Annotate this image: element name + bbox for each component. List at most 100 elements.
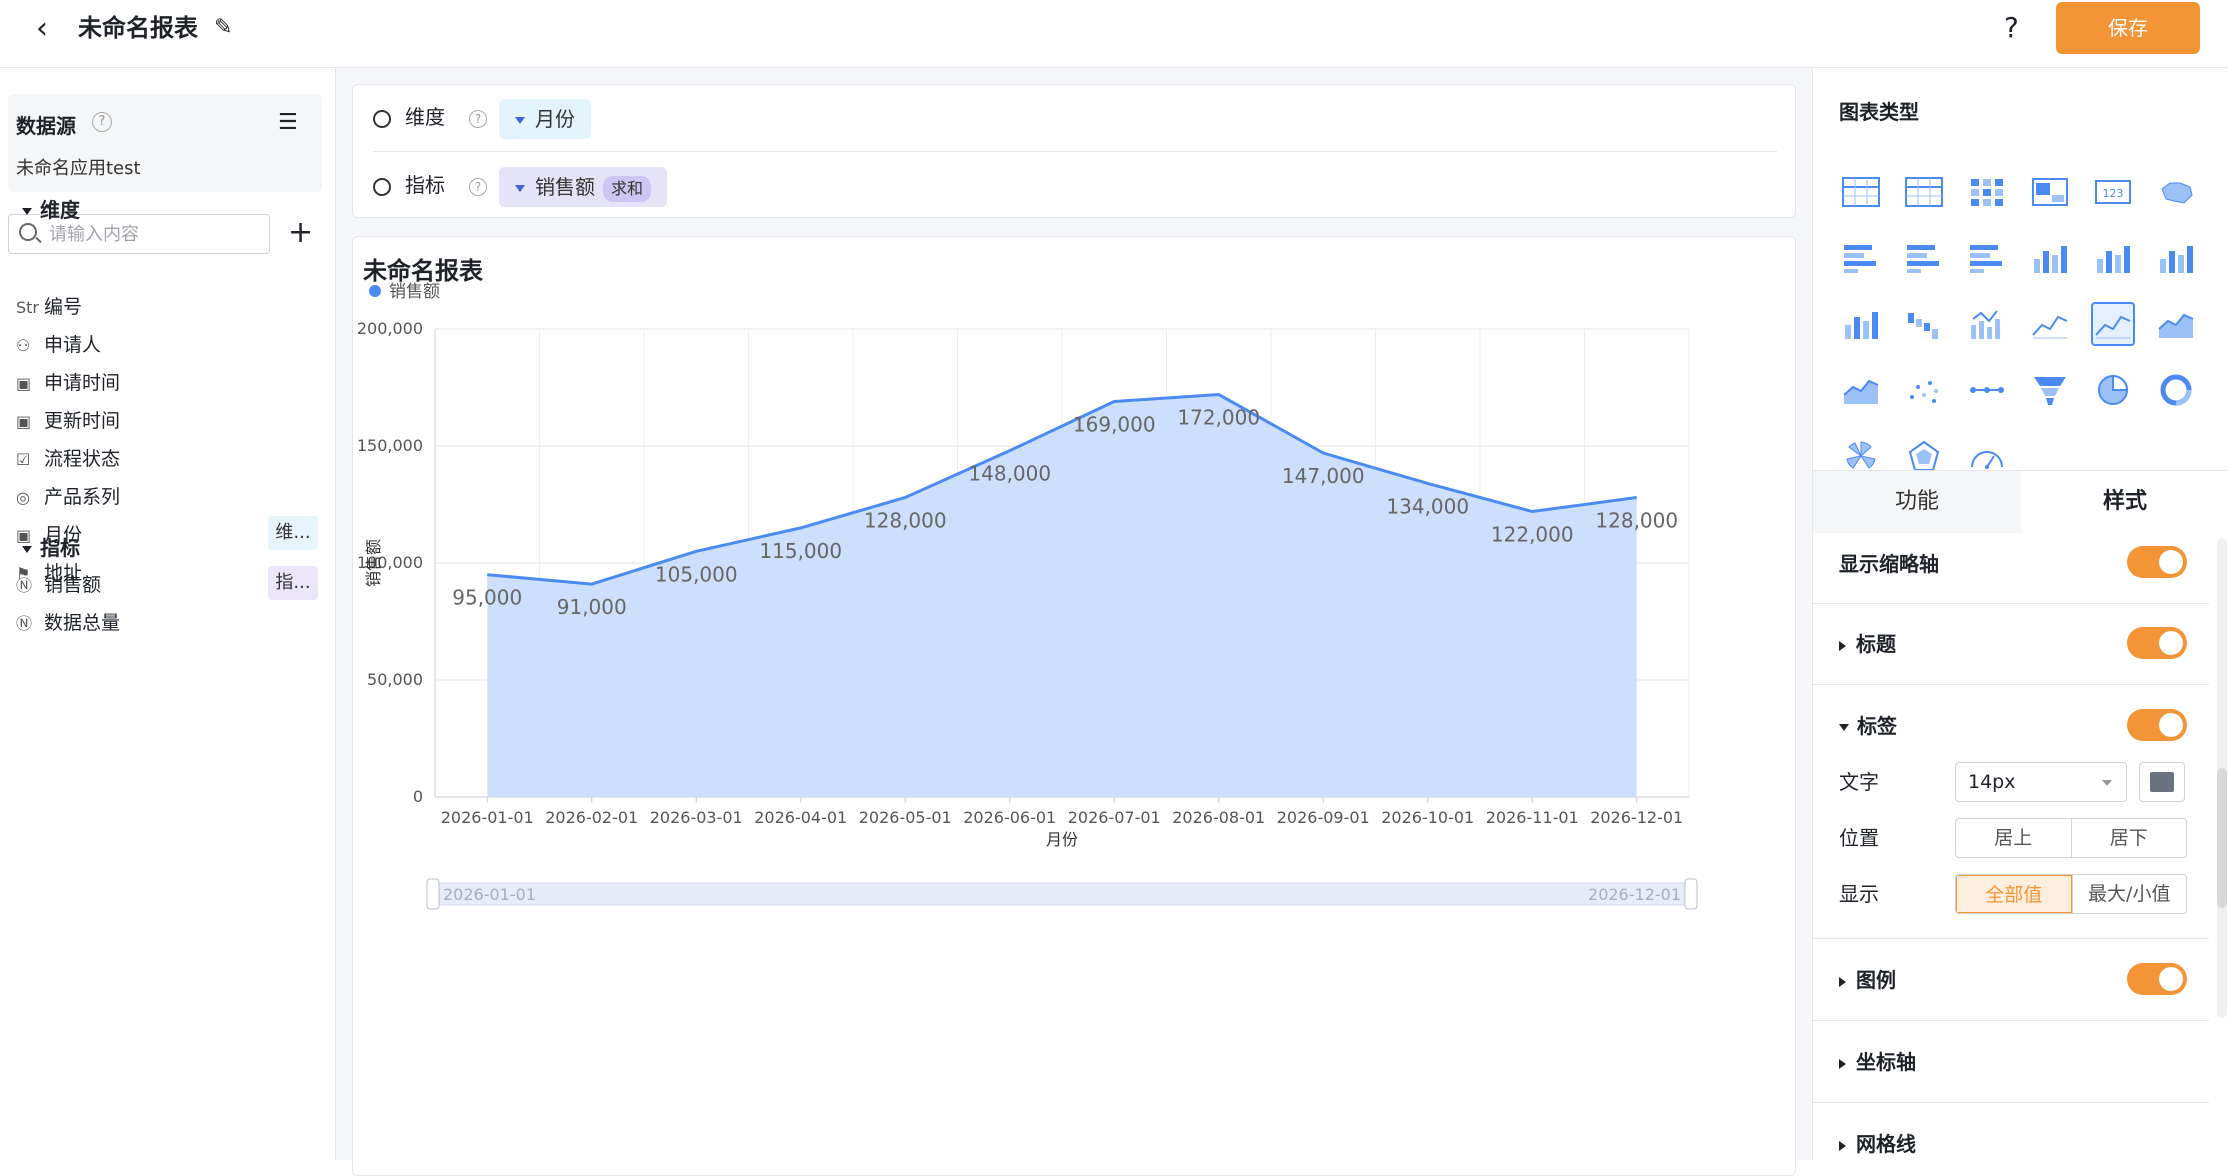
dimension-group[interactable]: 维度 [22,194,80,223]
field-item[interactable]: Ⓝ 数据总量 [16,610,120,637]
x-tick-label: 2026-09-01 [1277,808,1370,827]
display-segmented: 全部值 最大/小值 [1955,874,2187,914]
dot-line-icon[interactable] [1965,368,2009,412]
legend-section[interactable]: 图例 [1839,966,1896,994]
position-segmented: 居上 居下 [1955,818,2187,858]
rose-chart-icon[interactable] [1839,434,1883,478]
data-label: 128,000 [1595,508,1678,532]
horizontal-bar-icon[interactable] [1839,236,1883,280]
stacked-horizontal-bar-icon[interactable] [1902,236,1946,280]
chart-title: 未命名报表 [363,257,483,285]
title-toggle[interactable] [2127,627,2187,659]
grid-section[interactable]: 网格线 [1839,1130,1916,1158]
field-item[interactable]: ▣ 更新时间 [16,408,120,435]
search-input[interactable] [49,221,259,247]
x-tick-label: 2026-12-01 [1590,808,1683,827]
thumbnail-axis-toggle[interactable] [2127,546,2187,578]
position-top-option[interactable]: 居上 [1994,827,2033,849]
field-item[interactable]: ⚇ 申请人 [16,332,101,359]
field-item[interactable]: ◎ 产品系列 [16,484,120,511]
percent-horizontal-bar-icon[interactable] [1965,236,2009,280]
percent-bar-icon[interactable] [2154,236,2198,280]
pie-chart-icon[interactable] [2091,368,2135,412]
edit-icon[interactable]: ✎ [214,15,233,40]
caret-down-icon [515,184,525,192]
tab-style[interactable]: 样式 [2021,471,2228,533]
title-section[interactable]: 标题 [1839,630,1896,658]
back-icon[interactable]: ‹ [36,11,48,46]
card-icon[interactable] [2028,170,2072,214]
field-label: 流程状态 [44,448,121,470]
y-tick-label: 100,000 [357,553,423,572]
bar-line-combo-icon[interactable] [1965,302,2009,346]
y-tick-label: 150,000 [357,436,423,455]
zoom-handle-right[interactable] [1684,878,1698,910]
indicator-chip[interactable]: 销售额 求和 [499,166,668,207]
line-chart-icon[interactable] [2028,302,2072,346]
funnel-chart-icon[interactable] [2028,368,2072,412]
field-item[interactable]: Ⓝ 销售额 [16,572,101,599]
bar-chart-icon[interactable] [2028,236,2072,280]
zoom-end-label: 2026-12-01 [1588,885,1681,904]
data-label: 105,000 [655,562,738,586]
help-icon[interactable]: ? [469,109,487,128]
field-search [8,214,270,254]
divider [1813,603,2209,604]
database-icon[interactable]: ☰ [278,110,298,135]
percent-area-icon[interactable] [1839,368,1883,412]
grouped-bar-icon[interactable] [1839,302,1883,346]
label-toggle[interactable] [2127,709,2187,741]
donut-chart-icon[interactable] [2154,368,2198,412]
field-item[interactable]: ⚑ 地址 [16,560,82,587]
x-tick-label: 2026-04-01 [754,808,847,827]
gauge-chart-icon[interactable] [1965,434,2009,478]
save-button[interactable]: 保存 [2056,2,2200,54]
dimension-chip[interactable]: 月份 [499,98,591,139]
text-label: 文字 [1839,770,1879,794]
position-bottom-option[interactable]: 居下 [2070,819,2187,857]
caret-right-icon [1839,640,1846,651]
help-icon[interactable]: ? [469,177,487,196]
area-chart-icon[interactable] [2091,302,2135,346]
display-all-option[interactable]: 全部值 [1956,875,2072,913]
zoom-slider-track[interactable] [428,882,1696,906]
scatter-chart-icon[interactable] [1902,368,1946,412]
zoom-handle-left[interactable] [426,878,440,910]
help-icon[interactable]: ? [92,112,112,132]
help-icon[interactable]: ? [2004,11,2019,44]
field-label: 申请人 [44,334,102,356]
pivot-table-icon[interactable] [1902,170,1946,214]
divider [1813,938,2209,939]
label-color-picker[interactable] [2139,762,2185,802]
heatmap-table-icon[interactable] [1965,170,2009,214]
field-item[interactable]: Str 编号 [16,294,82,321]
table-chart-icon[interactable] [1839,170,1883,214]
data-label: 147,000 [1282,464,1365,488]
axis-section[interactable]: 坐标轴 [1839,1048,1916,1076]
y-tick-label: 0 [413,787,423,806]
settings-tabs: 功能 样式 [1813,470,2228,533]
caret-down-icon [22,208,32,215]
display-label: 显示 [1839,882,1879,906]
stacked-bar-icon[interactable] [2091,236,2135,280]
map-chart-icon[interactable] [2154,170,2198,214]
number-card-icon[interactable]: 123 [2091,170,2135,214]
field-item[interactable]: ▣ 申请时间 [16,370,120,397]
add-field-button[interactable]: + [288,215,314,250]
field-item[interactable]: ☑ 流程状态 [16,446,120,473]
stacked-area-icon[interactable] [2154,302,2198,346]
settings-icon[interactable] [373,109,391,128]
svg-text:123: 123 [2103,187,2124,200]
indicator-group[interactable]: 指标 [22,532,80,561]
panel-scrollbar-thumb[interactable] [2217,768,2227,908]
font-size-select[interactable]: 14px [1955,762,2127,802]
field-item[interactable]: ▣ 月份 [16,522,82,549]
label-section[interactable]: 标签 [1839,712,1897,740]
waterfall-icon[interactable] [1902,302,1946,346]
tab-function[interactable]: 功能 [1813,471,2021,533]
settings-icon[interactable] [373,177,391,196]
area-chart: 0 50,000 100,000 150,000 200,000 95,000 91,000… [357,282,1698,910]
legend-toggle[interactable] [2127,963,2187,995]
display-minmax-option[interactable]: 最大/小值 [2071,875,2187,913]
